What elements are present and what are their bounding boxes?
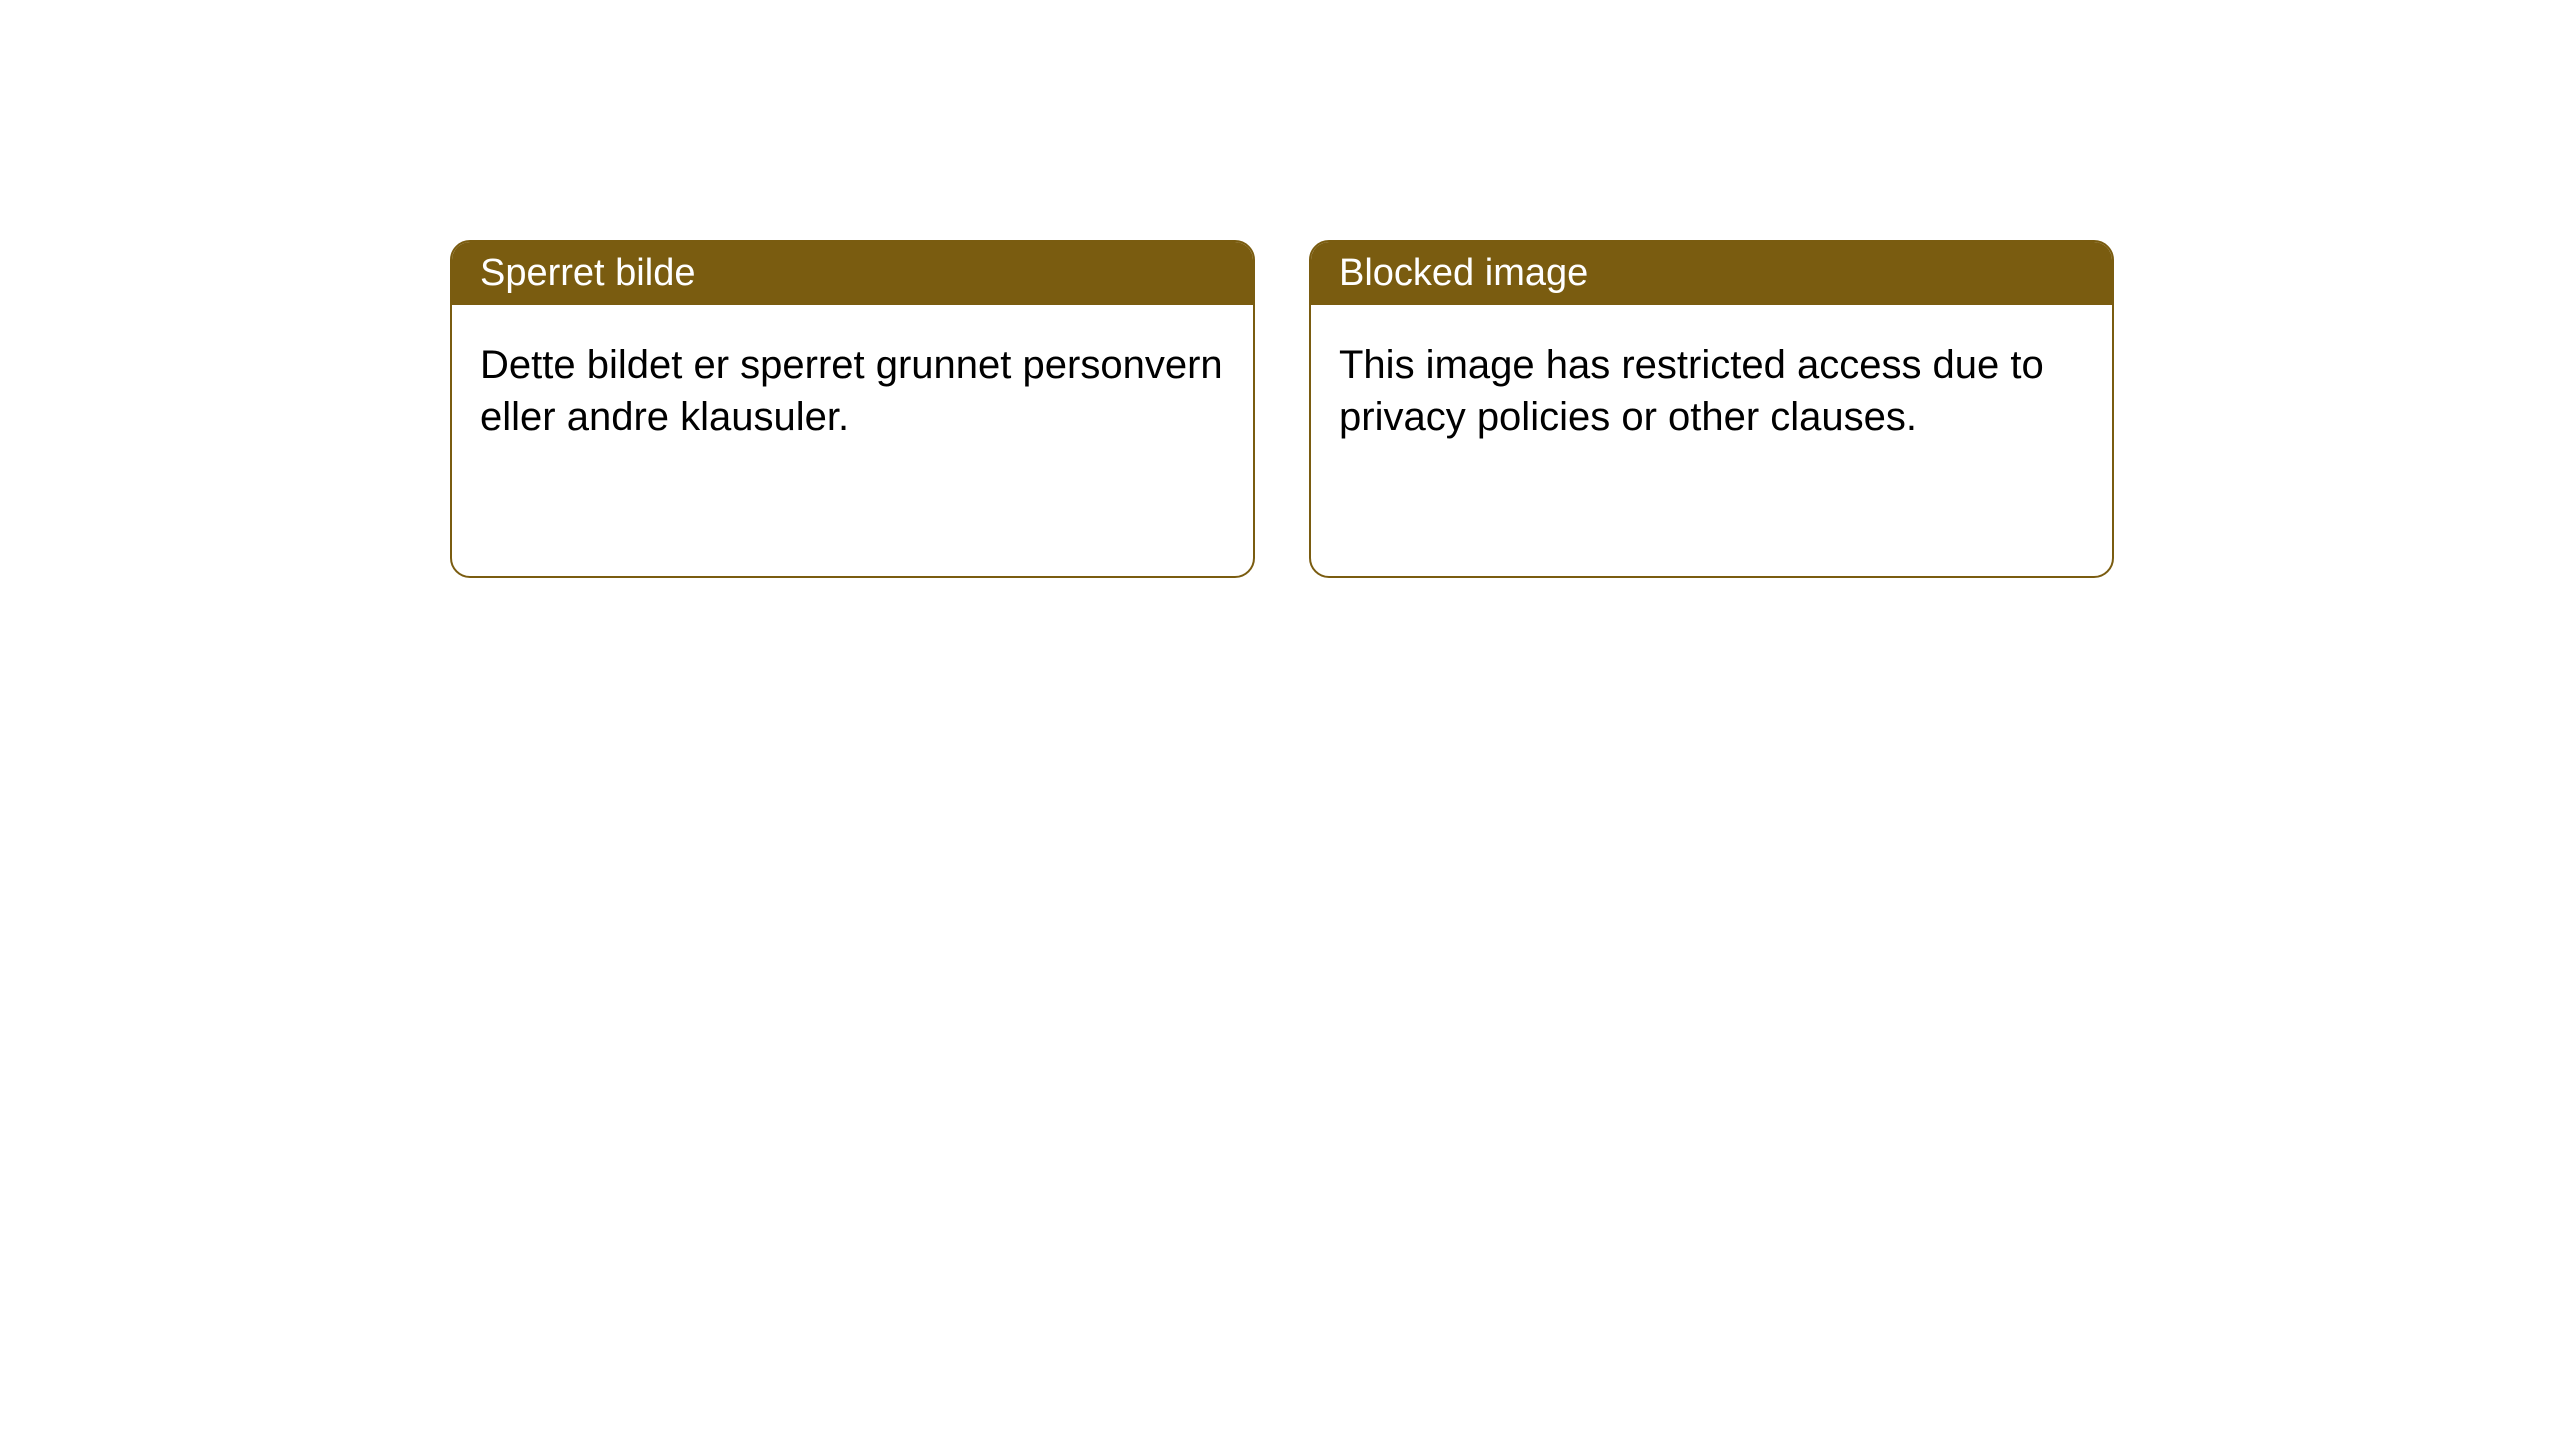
card-title: Sperret bilde [480, 252, 695, 294]
notice-card-norwegian: Sperret bilde Dette bildet er sperret gr… [450, 240, 1255, 578]
notice-card-english: Blocked image This image has restricted … [1309, 240, 2114, 578]
notice-cards-container: Sperret bilde Dette bildet er sperret gr… [0, 0, 2560, 578]
card-body-text: This image has restricted access due to … [1339, 343, 2044, 439]
card-title: Blocked image [1339, 252, 1588, 294]
card-header: Blocked image [1311, 242, 2112, 305]
card-header: Sperret bilde [452, 242, 1253, 305]
card-body: This image has restricted access due to … [1311, 305, 2112, 477]
card-body-text: Dette bildet er sperret grunnet personve… [480, 343, 1223, 439]
card-body: Dette bildet er sperret grunnet personve… [452, 305, 1253, 477]
